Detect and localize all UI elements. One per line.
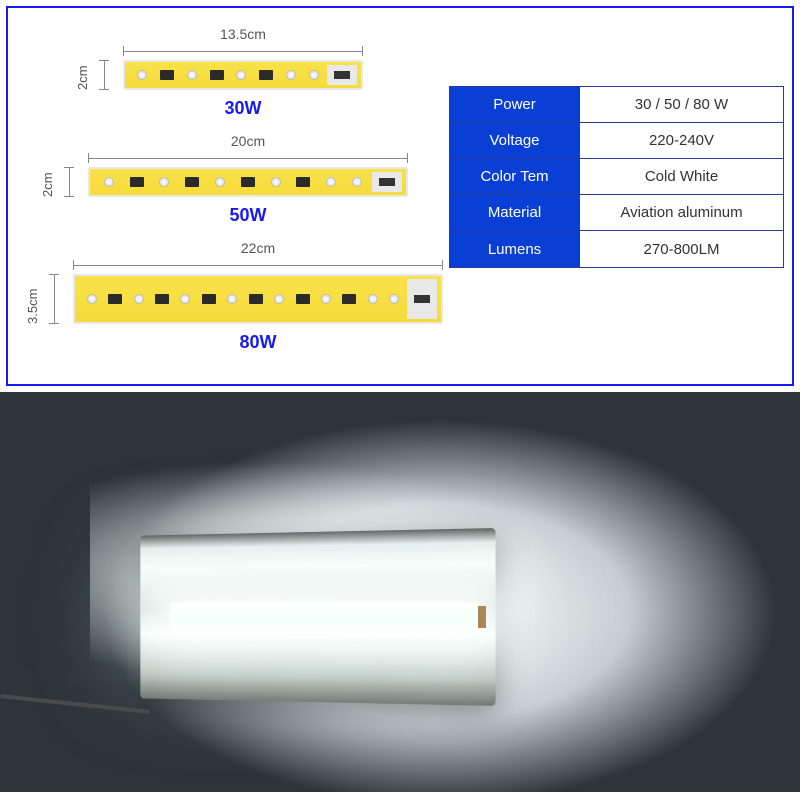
strip-block-30W: 13.5cm 2cm 30W (18, 26, 438, 121)
product-photo (0, 392, 800, 792)
spec-value: Aviation aluminum (580, 195, 783, 230)
led-component (296, 177, 310, 187)
height-dimension-label: 2cm (75, 60, 90, 90)
led-strip (73, 274, 443, 324)
height-dimension-label: 3.5cm (25, 274, 40, 324)
width-ruler (73, 260, 443, 270)
mounting-hole (321, 294, 331, 304)
mounting-hole (104, 177, 114, 187)
spec-value: 30 / 50 / 80 W (580, 87, 783, 122)
spec-row: Voltage220-240V (450, 123, 783, 159)
mounting-hole (159, 177, 169, 187)
width-ruler (88, 153, 408, 163)
driver-end (327, 65, 357, 85)
height-ruler (49, 274, 59, 324)
driver-end (407, 279, 437, 319)
width-ruler (123, 46, 363, 56)
strip-block-50W: 20cm 2cm 50W (18, 133, 438, 228)
mounting-hole (326, 177, 336, 187)
driver-end (372, 172, 402, 192)
led-component (160, 70, 174, 80)
height-dimension-label: 2cm (40, 167, 55, 197)
mounting-hole (274, 294, 284, 304)
mounting-hole (137, 70, 147, 80)
mounting-hole (187, 70, 197, 80)
led-component (259, 70, 273, 80)
mounting-hole (309, 70, 319, 80)
width-dimension-label: 20cm (231, 133, 265, 149)
spec-value: 270-800LM (580, 231, 783, 267)
mounting-hole (227, 294, 237, 304)
spec-table: Power30 / 50 / 80 WVoltage220-240VColor … (449, 86, 784, 268)
width-dimension-label: 13.5cm (220, 26, 266, 42)
spec-key: Material (450, 195, 580, 230)
spec-value: 220-240V (580, 123, 783, 158)
led-component (155, 294, 169, 304)
led-component (202, 294, 216, 304)
height-ruler (64, 167, 74, 197)
spec-row: Power30 / 50 / 80 W (450, 87, 783, 123)
mounting-hole (236, 70, 246, 80)
led-component (342, 294, 356, 304)
spec-row: Lumens270-800LM (450, 231, 783, 267)
mounting-hole (368, 294, 378, 304)
led-component (130, 177, 144, 187)
mounting-hole (389, 294, 399, 304)
spec-key: Voltage (450, 123, 580, 158)
strip-block-80W: 22cm 3.5cm 80W (18, 240, 438, 355)
wattage-label: 30W (214, 96, 271, 121)
spec-row: Color TemCold White (450, 159, 783, 195)
led-component (108, 294, 122, 304)
spec-key: Lumens (450, 231, 580, 267)
led-component (241, 177, 255, 187)
spec-value: Cold White (580, 159, 783, 194)
led-component (249, 294, 263, 304)
mounting-hole (215, 177, 225, 187)
wattage-label: 80W (229, 330, 286, 355)
spec-row: MaterialAviation aluminum (450, 195, 783, 231)
mounting-hole (134, 294, 144, 304)
led-strip (123, 60, 363, 90)
width-dimension-label: 22cm (241, 240, 275, 256)
led-component (185, 177, 199, 187)
led-strip (88, 167, 408, 197)
led-component (296, 294, 310, 304)
spec-key: Color Tem (450, 159, 580, 194)
mounting-hole (352, 177, 362, 187)
mounting-hole (180, 294, 190, 304)
mounting-hole (87, 294, 97, 304)
floodlight-lamp (130, 532, 490, 702)
led-component (210, 70, 224, 80)
height-ruler (99, 60, 109, 90)
wattage-label: 50W (219, 203, 276, 228)
power-cable (0, 694, 150, 714)
strip-diagram-area: 13.5cm 2cm 30W 20cm 2cm 50W 22cm 3.5cm 80W (8, 8, 448, 384)
mounting-hole (271, 177, 281, 187)
spec-panel: 13.5cm 2cm 30W 20cm 2cm 50W 22cm 3.5cm 80W Power… (6, 6, 794, 386)
mounting-hole (286, 70, 296, 80)
spec-key: Power (450, 87, 580, 122)
led-light-bar (170, 602, 480, 632)
